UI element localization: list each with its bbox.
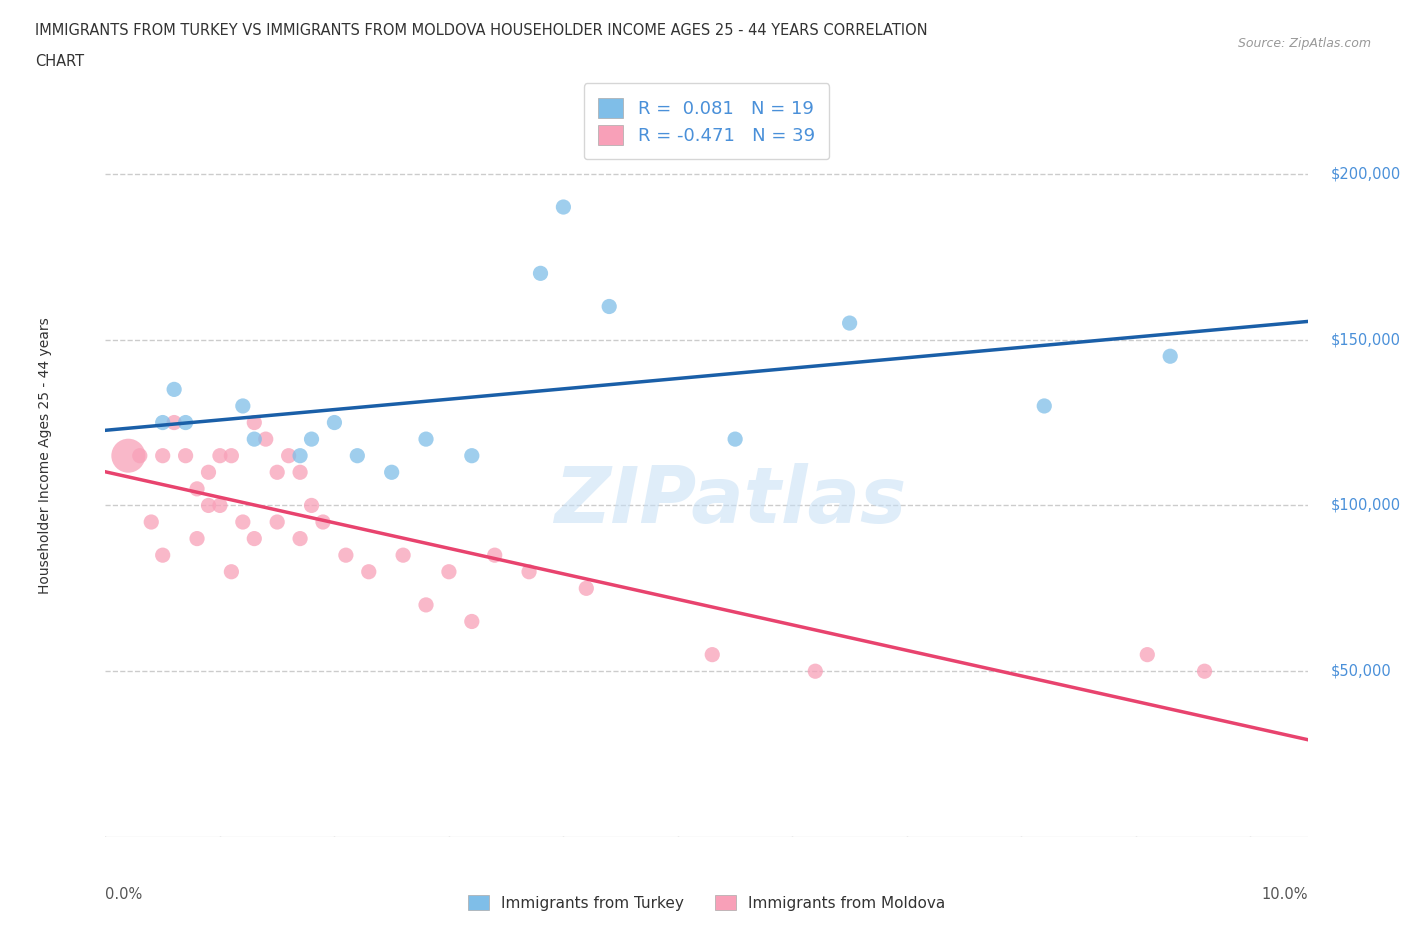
Point <box>243 415 266 430</box>
Point <box>724 432 747 446</box>
Point <box>152 415 174 430</box>
Point <box>208 448 231 463</box>
Point <box>141 514 163 529</box>
Point <box>575 581 598 596</box>
Point <box>288 531 311 546</box>
Point <box>1136 647 1159 662</box>
Point <box>804 664 827 679</box>
Point <box>232 514 254 529</box>
Point <box>197 465 219 480</box>
Point <box>254 432 277 446</box>
Point <box>174 448 197 463</box>
Point <box>243 432 266 446</box>
Point <box>484 548 506 563</box>
Point <box>117 448 139 463</box>
Point <box>277 448 299 463</box>
Legend: Immigrants from Turkey, Immigrants from Moldova: Immigrants from Turkey, Immigrants from … <box>461 889 952 917</box>
Point <box>186 482 208 497</box>
Text: $200,000: $200,000 <box>1330 166 1400 181</box>
Point <box>1033 399 1056 414</box>
Point <box>128 448 150 463</box>
Text: IMMIGRANTS FROM TURKEY VS IMMIGRANTS FROM MOLDOVA HOUSEHOLDER INCOME AGES 25 - 4: IMMIGRANTS FROM TURKEY VS IMMIGRANTS FRO… <box>35 23 928 38</box>
Text: CHART: CHART <box>35 54 84 69</box>
Point <box>301 432 323 446</box>
Point <box>208 498 231 512</box>
Point <box>357 565 380 579</box>
Point <box>335 548 357 563</box>
Point <box>517 565 540 579</box>
Point <box>598 299 620 314</box>
Point <box>415 432 437 446</box>
Point <box>163 382 186 397</box>
Point <box>197 498 219 512</box>
Point <box>392 548 415 563</box>
Text: 10.0%: 10.0% <box>1261 886 1308 902</box>
Point <box>312 514 335 529</box>
Point <box>301 498 323 512</box>
Point <box>288 448 311 463</box>
Text: $100,000: $100,000 <box>1330 498 1400 513</box>
Point <box>1194 664 1216 679</box>
Point <box>152 448 174 463</box>
Point <box>461 448 484 463</box>
Point <box>702 647 724 662</box>
Point <box>461 614 484 629</box>
Point <box>346 448 368 463</box>
Point <box>1159 349 1181 364</box>
Point <box>186 531 208 546</box>
Text: ZIPatlas: ZIPatlas <box>554 463 907 539</box>
Point <box>437 565 460 579</box>
Point <box>221 565 243 579</box>
Text: 0.0%: 0.0% <box>105 886 142 902</box>
Text: $50,000: $50,000 <box>1330 664 1391 679</box>
Point <box>221 448 243 463</box>
Point <box>381 465 404 480</box>
Point <box>838 315 860 330</box>
Point <box>415 597 437 612</box>
Point <box>266 514 288 529</box>
Point <box>174 415 197 430</box>
Point <box>288 465 311 480</box>
Point <box>243 531 266 546</box>
Text: Householder Income Ages 25 - 44 years: Householder Income Ages 25 - 44 years <box>38 317 52 594</box>
Text: $150,000: $150,000 <box>1330 332 1400 347</box>
Point <box>232 399 254 414</box>
Point <box>553 200 575 215</box>
Point <box>266 465 288 480</box>
Text: Source: ZipAtlas.com: Source: ZipAtlas.com <box>1237 37 1371 50</box>
Point <box>323 415 346 430</box>
Point <box>163 415 186 430</box>
Point <box>529 266 551 281</box>
Point <box>152 548 174 563</box>
